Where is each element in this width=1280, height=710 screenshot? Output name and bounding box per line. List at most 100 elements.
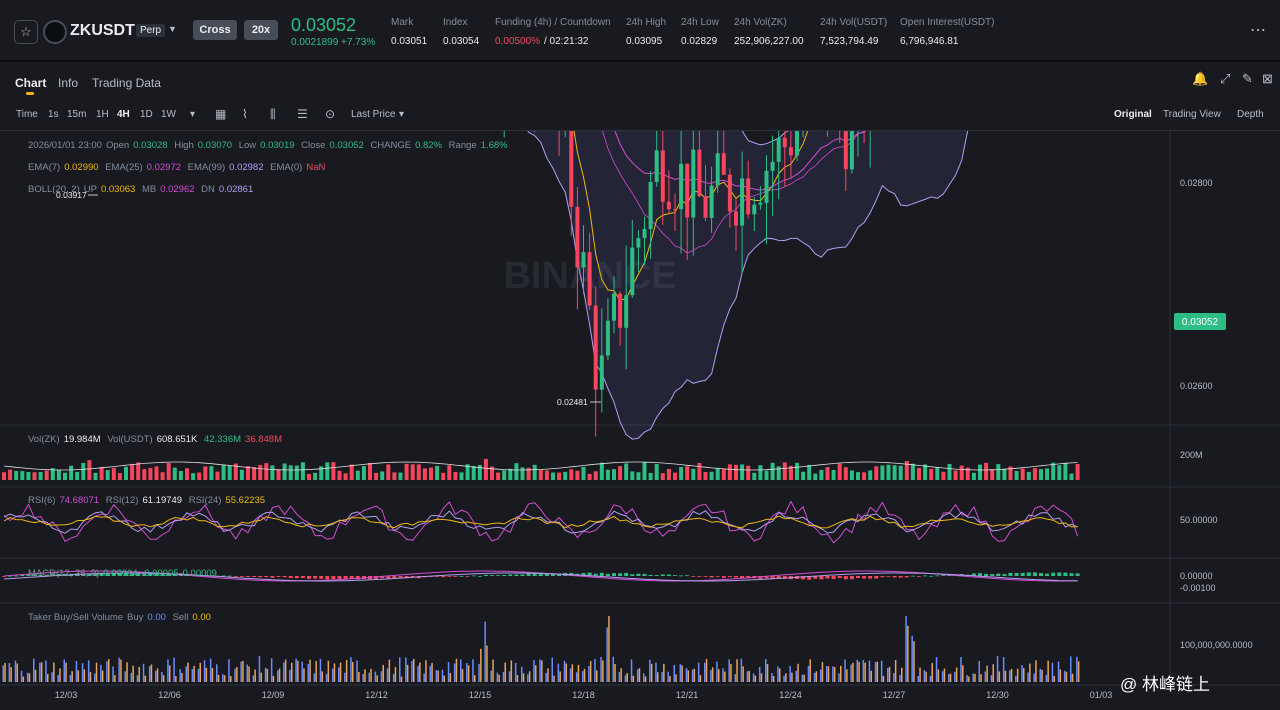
chart-canvas[interactable]: BINANCE 0.03917 0.02481 0.042000.040000.… xyxy=(0,131,1280,710)
taker-buy-bar xyxy=(209,658,212,682)
taker-sell-bar xyxy=(388,659,391,682)
volume-bar xyxy=(477,464,482,480)
chevron-down-icon[interactable]: ▼ xyxy=(168,24,177,34)
taker-sell-bar xyxy=(138,666,140,682)
interval-1h[interactable]: 1H xyxy=(96,109,109,120)
volume-bar xyxy=(422,468,427,480)
interval-15m[interactable]: 15m xyxy=(67,109,87,120)
layout-icon[interactable]: ☰ xyxy=(297,107,308,121)
taker-sell-bar xyxy=(278,668,281,682)
taker-sell-bar xyxy=(254,669,256,682)
interval-1s[interactable]: 1s xyxy=(48,109,59,120)
symbol-name[interactable]: ZKUSDT xyxy=(70,22,135,39)
star-icon[interactable]: ☆ xyxy=(14,20,38,44)
taker-buy-bar xyxy=(319,658,322,682)
taker-legend: Taker Buy/Sell Volume Buy 0.00 Sell 0.00 xyxy=(28,612,211,623)
macd-bar xyxy=(258,576,263,578)
candle-body xyxy=(569,131,574,207)
ohlc-legend: 2026/01/01 23:00 Open 0.03028 High 0.03070 … xyxy=(28,140,508,151)
interval-1w[interactable]: 1W xyxy=(161,109,176,120)
close-icon[interactable]: ⊠ xyxy=(1262,71,1273,86)
chevron-down-icon[interactable]: ▾ xyxy=(399,109,405,120)
macd-bar xyxy=(142,573,147,576)
chevron-down-icon[interactable]: ▾ xyxy=(190,109,196,120)
volume-bar xyxy=(776,466,781,480)
volume-bar xyxy=(935,467,940,480)
view-original[interactable]: Original xyxy=(1114,109,1152,120)
macd-bar xyxy=(44,574,49,576)
taker-sell-bar xyxy=(297,660,299,682)
leverage-button[interactable]: 20x xyxy=(244,20,278,40)
macd-bar xyxy=(496,575,501,576)
taker-buy-bar xyxy=(472,659,474,682)
view-tradingview[interactable]: Trading View xyxy=(1163,109,1221,120)
volume-bar xyxy=(959,465,964,480)
taker-sell-bar xyxy=(657,672,659,682)
volume-bar xyxy=(886,464,891,480)
taker-buy-bar xyxy=(1051,662,1054,682)
volume-bar xyxy=(63,472,67,480)
price-type-select[interactable]: Last Price xyxy=(351,109,396,120)
expand-icon[interactable]: ⤢ xyxy=(1220,71,1231,86)
macd-bar xyxy=(660,574,665,576)
view-depth[interactable]: Depth xyxy=(1237,109,1264,120)
taker-buy-bar xyxy=(856,659,858,682)
macd-bar xyxy=(709,576,714,578)
price-tag-bg xyxy=(1174,313,1226,330)
indicator-icon[interactable]: ⌇ xyxy=(242,107,248,121)
macd-bar xyxy=(166,573,171,576)
taker-sell-bar xyxy=(596,670,598,682)
volume-bar xyxy=(343,473,348,480)
taker-buy-bar xyxy=(258,656,261,682)
candle-body xyxy=(605,320,610,356)
taker-buy-bar xyxy=(234,668,236,682)
edit-icon[interactable]: ✎ xyxy=(1242,71,1253,86)
macd-bar xyxy=(654,575,659,576)
volume-bar xyxy=(642,462,647,480)
margin-mode-button[interactable]: Cross xyxy=(193,20,237,40)
volume-bar xyxy=(270,465,275,480)
macd-bar xyxy=(1008,572,1013,576)
taker-sell-bar xyxy=(980,674,982,682)
taker-sell-bar xyxy=(901,667,903,682)
more-icon[interactable]: ⋯ xyxy=(1250,22,1266,39)
volume-bar xyxy=(8,469,13,480)
macd-bar xyxy=(929,575,934,577)
taker-buy-bar xyxy=(380,671,383,682)
macd-bar xyxy=(807,576,812,580)
taker-sell-bar xyxy=(803,674,805,682)
taker-sell-bar xyxy=(34,669,37,682)
taker-sell-bar xyxy=(376,675,378,682)
interval-time[interactable]: Time xyxy=(16,109,38,120)
candle-type-icon[interactable]: ⫼ xyxy=(270,107,276,121)
taker-sell-bar xyxy=(754,675,757,682)
tab-chart[interactable]: Chart xyxy=(15,76,47,90)
tab-trading-data[interactable]: Trading Data xyxy=(92,76,161,90)
settings-icon[interactable]: ⊙ xyxy=(325,107,336,121)
macd-bar xyxy=(233,576,238,577)
taker-buy-bar xyxy=(679,663,682,682)
taker-sell-bar xyxy=(1047,660,1049,682)
taker-buy-bar xyxy=(100,664,102,682)
taker-sell-bar xyxy=(669,675,671,682)
active-tab-indicator xyxy=(26,92,34,95)
bell-icon[interactable]: 🔔 xyxy=(1192,71,1209,86)
macd-bar xyxy=(514,574,519,576)
volume-bar xyxy=(124,466,128,480)
macd-bar xyxy=(587,572,592,576)
taker-buy-bar xyxy=(179,669,181,682)
interval-4h[interactable]: 4H xyxy=(117,109,130,120)
candle-body xyxy=(618,293,623,328)
taker-buy-bar xyxy=(838,673,840,682)
tab-info[interactable]: Info xyxy=(58,76,79,90)
interval-1d[interactable]: 1D xyxy=(140,109,153,120)
macd-bar xyxy=(325,576,330,580)
taker-buy-bar xyxy=(331,668,334,682)
macd-bar xyxy=(136,573,141,576)
chart-area[interactable]: BINANCE 0.03917 0.02481 0.042000.040000.… xyxy=(0,131,1280,710)
taker-sell-bar xyxy=(370,668,372,682)
taker-sell-bar xyxy=(541,660,543,682)
macd-bar xyxy=(971,573,976,576)
taker-sell-bar xyxy=(1053,675,1055,682)
calendar-icon[interactable]: ▦ xyxy=(215,107,227,121)
